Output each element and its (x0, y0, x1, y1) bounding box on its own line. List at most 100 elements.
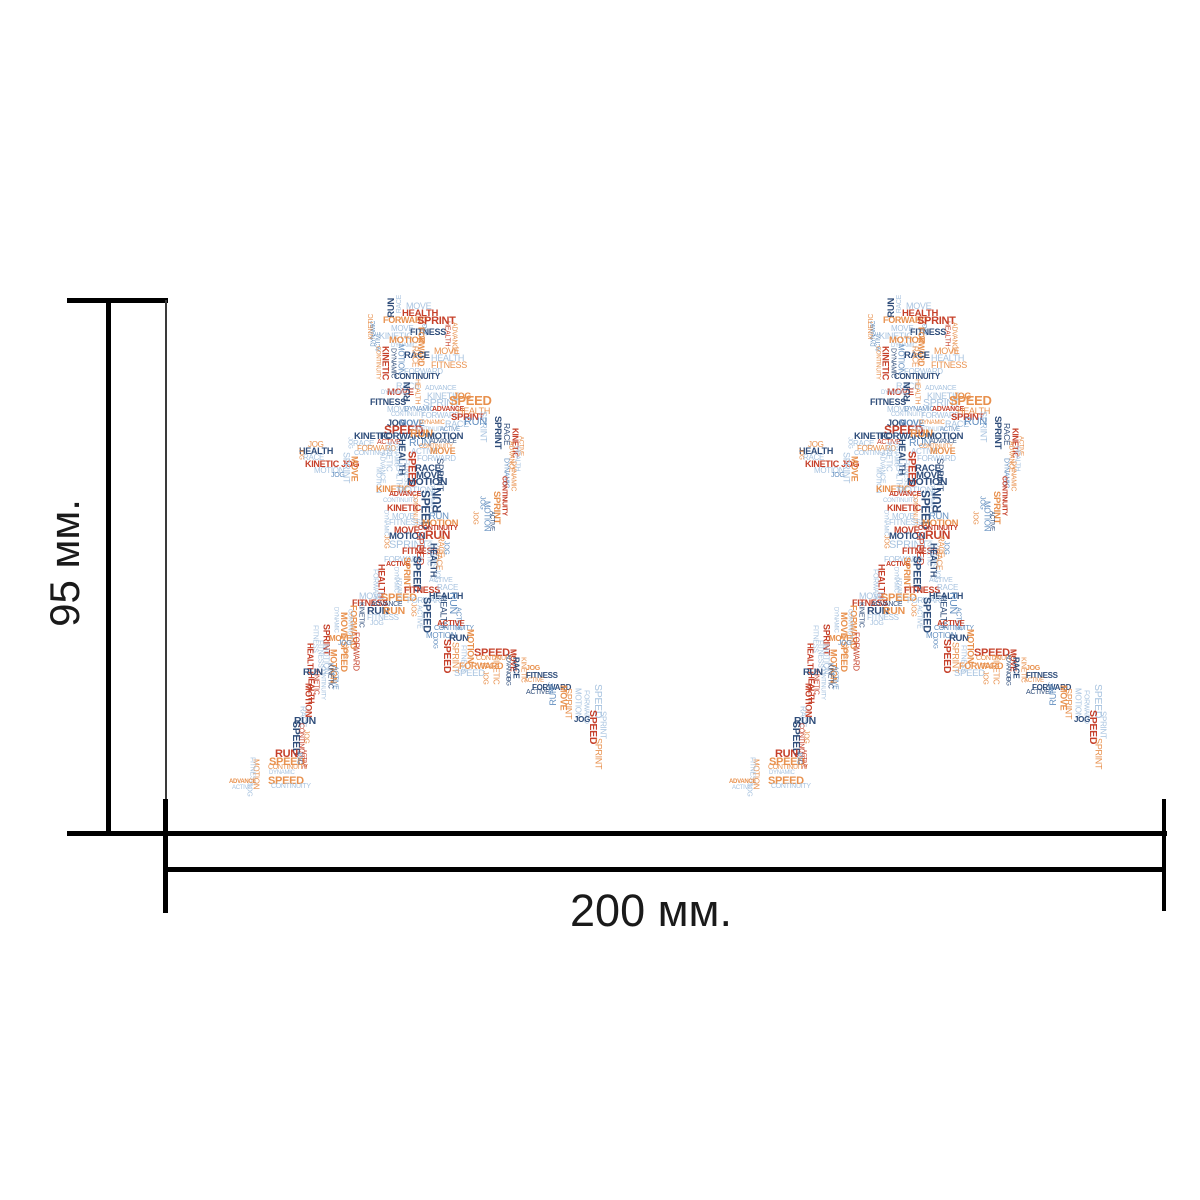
cloud-word: KINETIC (376, 484, 410, 494)
cloud-word: MOTION (889, 335, 926, 346)
cloud-word: FITNESS (367, 613, 399, 622)
cloud-word: DYNAMIC (332, 607, 339, 633)
cloud-word: FORWARD (421, 411, 460, 420)
cloud-word: MOTION (321, 644, 331, 675)
cloud-word: MOTION (821, 644, 831, 675)
cloud-word: MOTION (828, 649, 839, 684)
cloud-word: CONTINUITY (500, 476, 508, 516)
cloud-word: ACTIVE (1026, 689, 1050, 696)
cloud-word: KINETIC (927, 391, 961, 401)
cloud-word: RUN (446, 592, 459, 614)
height-dimension-label: 95 мм. (41, 499, 88, 627)
cloud-word: CONTINUITY (434, 625, 474, 632)
cloud-word: RACE (434, 549, 444, 571)
cloud-word: RACE (915, 463, 941, 474)
cloud-word: KINETIC (1010, 428, 1020, 458)
cloud-word: RACE (415, 463, 441, 474)
height-dimension-top-cap (67, 298, 168, 303)
cloud-word: RACE (904, 350, 930, 361)
cloud-word: CONTINUITY (297, 723, 305, 763)
cloud-word: RACE (436, 536, 446, 558)
cloud-word: ADVANCE (729, 779, 757, 785)
cloud-word: DYNAMIC (882, 510, 889, 536)
cloud-word: CONTINUITY (934, 625, 974, 632)
cloud-word: JOG (942, 541, 950, 555)
cloud-word: SPEED (884, 423, 924, 437)
cloud-word: FORWARD (921, 411, 960, 420)
cloud-word: FITNESS (748, 757, 756, 785)
cloud-word: JOG (795, 751, 803, 765)
cloud-word: RUN (367, 605, 389, 617)
cloud-word: HEALTH (457, 406, 491, 416)
cloud-word: JOG (838, 640, 852, 647)
cloud-word: MOTION (426, 631, 457, 640)
cloud-word: FITNESS (904, 585, 940, 595)
cloud-word: FITNESS (852, 598, 888, 608)
cloud-word: SPRINT (478, 411, 489, 443)
cloud-word: SPEED (405, 451, 418, 487)
cloud-word: ADVANCE (504, 654, 511, 681)
cloud-word: JOG (302, 730, 310, 744)
cloud-word: JOG (453, 391, 472, 401)
cloud-word: ADVANCE (430, 439, 457, 445)
cloud-word: JOG (909, 603, 917, 617)
cloud-word: SPEED (269, 756, 305, 768)
cloud-word: CONTINUITY (394, 372, 440, 381)
cloud-word: RUN (964, 416, 987, 428)
cloud-word: KINETIC (879, 331, 913, 341)
cloud-word: SPRINT (423, 397, 460, 409)
cloud-word: DYNAMIC (892, 567, 899, 593)
cloud-word: HEALTH (896, 439, 908, 476)
cloud-word: KINETIC (826, 663, 834, 689)
cloud-word: SPEED (289, 721, 302, 756)
cloud-word: FITNESS (526, 671, 558, 680)
cloud-word: CONTINUITY (346, 609, 353, 643)
cloud-word: KINETIC (884, 442, 894, 472)
cloud-word: RACE (404, 350, 430, 361)
cloud-word: FITNESS (316, 640, 324, 668)
cloud-word: CONTINUITY (918, 525, 958, 532)
cloud-word: RUN (410, 428, 433, 440)
cloud-word: FITNESS (370, 397, 406, 407)
cloud-word: SPRINT (491, 491, 503, 525)
cloud-word: MOTION (896, 344, 906, 375)
width-dimension-right-cap (1162, 799, 1166, 911)
cloud-word: RUN (867, 605, 889, 617)
cloud-word: RACE (803, 453, 825, 462)
cloud-word: ACTIVE (331, 666, 339, 690)
cloud-word: JOG (526, 665, 540, 672)
cloud-word: CONTINUITY (819, 666, 826, 700)
cloud-word: JOG (546, 682, 553, 694)
cloud-word: HEALTH (305, 643, 315, 674)
cloud-word: SPRINT (978, 411, 989, 443)
cloud-word: SPEED (449, 393, 492, 408)
cloud-word: FORWARD (532, 683, 572, 692)
cloud-word: JOG (331, 472, 345, 479)
cloud-word: ADVANCE (432, 406, 464, 413)
cloud-word: DYNAMIC (832, 607, 839, 633)
cloud-word: ACTIVE (440, 427, 460, 433)
cloud-word: RUN (430, 488, 444, 514)
cloud-word: KINETIC (925, 540, 933, 566)
cloud-word: KINETIC (427, 391, 461, 401)
cloud-word: SPEED (940, 639, 953, 674)
cloud-word: MOVE (391, 324, 414, 333)
cloud-word: FORWARD (371, 569, 379, 603)
cloud-word: MOTION (251, 759, 261, 790)
cloud-word: HEALTH (805, 643, 815, 674)
cloud-word: JOG (846, 437, 853, 449)
cloud-word: MOVE (887, 387, 914, 398)
cloud-word: RACE (945, 419, 969, 429)
cloud-word: FORWARD (357, 444, 396, 453)
cloud-word: RACE (853, 439, 875, 448)
cloud-word: JOG (882, 535, 890, 549)
cloud-word: KINETIC (354, 431, 390, 442)
cloud-word: SPEED (474, 647, 510, 659)
cloud-word: SPRINT (593, 738, 604, 770)
cloud-word: JOG (431, 637, 438, 649)
cloud-word: MOTION (427, 431, 464, 442)
cloud-word: MOTION (814, 466, 845, 475)
cloud-word: SPRINT (417, 315, 456, 327)
cloud-word: CONTINUITY (846, 609, 853, 643)
